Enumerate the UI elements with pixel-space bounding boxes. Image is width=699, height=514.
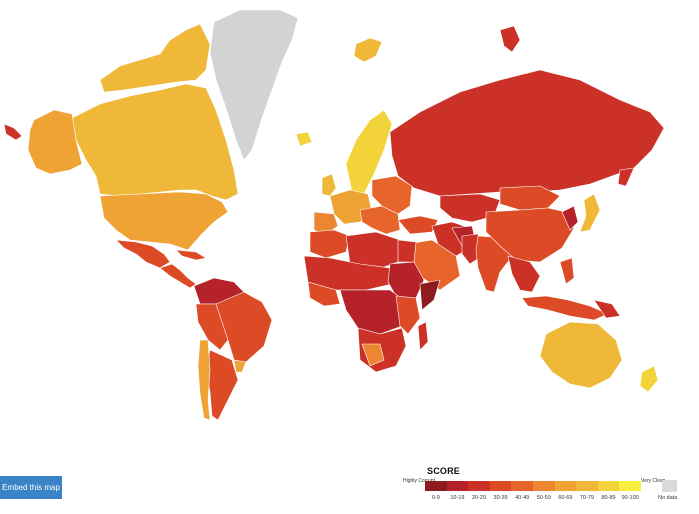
greenland[interactable] <box>209 9 299 161</box>
legend-swatch <box>511 481 533 491</box>
east-africa[interactable] <box>395 295 421 335</box>
legend-range-label: 0-9 <box>431 495 440 501</box>
legend-swatch <box>532 481 555 491</box>
embed-map-button[interactable]: Embed this map <box>0 476 62 499</box>
score-legend: SCORE Highly Corrupt Very Clean 0-9 10-19… <box>400 466 690 512</box>
legend-range-label: 70-79 <box>579 495 594 501</box>
canada[interactable] <box>71 83 239 201</box>
legend-high-label: Very Clean <box>641 478 666 484</box>
sakhalin-east[interactable] <box>499 25 521 53</box>
legend-no-data-label: No data <box>658 495 678 501</box>
kamchatka[interactable] <box>617 167 635 187</box>
united-states[interactable] <box>99 191 229 251</box>
west-africa-coast[interactable] <box>307 281 341 307</box>
china[interactable] <box>485 207 575 263</box>
legend-range-label: 50-59 <box>536 495 551 501</box>
legend-swatch <box>446 481 469 491</box>
central-asia[interactable] <box>439 193 501 223</box>
papua-new-guinea[interactable] <box>593 299 621 319</box>
legend-range-label: 80-89 <box>601 495 616 501</box>
legend-low-label: Highly Corrupt <box>403 478 435 484</box>
legend-range-label: 60-69 <box>558 495 573 501</box>
brazil[interactable] <box>215 291 273 363</box>
iceland[interactable] <box>295 131 313 147</box>
turkey[interactable] <box>397 215 439 235</box>
north-africa-west[interactable] <box>309 229 351 259</box>
eastern-europe[interactable] <box>371 175 413 215</box>
legend-title: SCORE <box>427 466 461 476</box>
legend-swatch <box>554 481 577 491</box>
new-zealand[interactable] <box>639 365 659 393</box>
legend-swatch <box>425 481 447 491</box>
egypt[interactable] <box>397 239 417 263</box>
world-map <box>3 9 665 421</box>
legend-swatch <box>468 481 490 491</box>
legend-swatch <box>619 481 641 491</box>
caribbean[interactable] <box>175 249 207 261</box>
svalbard[interactable] <box>353 37 383 63</box>
alaska[interactable] <box>27 109 83 175</box>
legend-range-label: 90-100 <box>621 495 639 501</box>
korea[interactable] <box>561 205 579 231</box>
indonesia[interactable] <box>521 295 609 321</box>
madagascar[interactable] <box>417 321 429 351</box>
legend-range-label: 30-39 <box>493 495 508 501</box>
somalia[interactable] <box>419 279 441 311</box>
uruguay[interactable] <box>233 359 247 373</box>
legend-range-labels: 0-9 10-19 20-29 30-39 40-49 50-59 60-69 70-79 80… <box>425 495 641 501</box>
legend-range-label: 10-19 <box>450 495 465 501</box>
botswana-namibia[interactable] <box>361 343 385 367</box>
legend-swatch <box>576 481 598 491</box>
mexico[interactable] <box>115 239 171 269</box>
legend-range-label: 20-29 <box>471 495 487 501</box>
aleutians[interactable] <box>3 123 23 141</box>
peru-bolivia[interactable] <box>195 303 229 351</box>
legend-swatch <box>489 481 512 491</box>
central-america[interactable] <box>159 263 197 289</box>
uk-ireland[interactable] <box>321 173 337 197</box>
philippines[interactable] <box>559 257 575 285</box>
arctic-archipelago[interactable] <box>99 23 211 93</box>
central-africa[interactable] <box>339 289 405 335</box>
legend-range-label: 40-49 <box>515 495 530 501</box>
chile[interactable] <box>197 339 211 421</box>
legend-no-data-swatch <box>662 480 677 492</box>
argentina[interactable] <box>205 349 239 421</box>
australia[interactable] <box>539 321 623 389</box>
legend-swatch <box>597 481 620 491</box>
southeast-asia[interactable] <box>507 255 541 293</box>
japan[interactable] <box>579 193 601 233</box>
legend-color-scale <box>425 481 641 491</box>
